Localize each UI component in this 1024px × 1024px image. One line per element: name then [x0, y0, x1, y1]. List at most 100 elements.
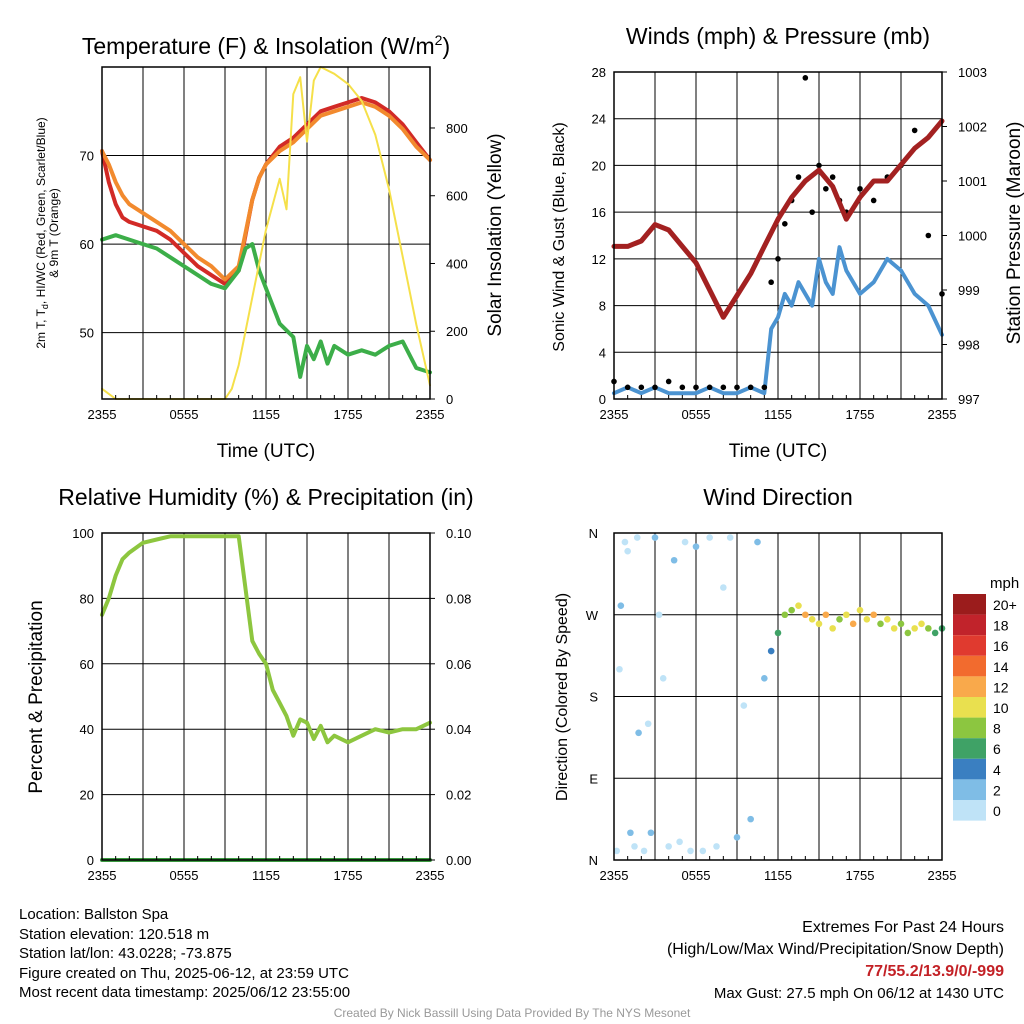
y2-tick-label: 0.06: [446, 657, 471, 672]
y-tick-label: 4: [599, 345, 606, 360]
direction-point: [733, 833, 741, 841]
direction-point: [931, 629, 939, 637]
direction-point: [720, 584, 727, 591]
legend-swatch: [953, 738, 986, 759]
humidity-ylabel-left: Percent & Precipitation: [26, 600, 47, 793]
direction-point: [925, 625, 932, 632]
gust-point: [823, 185, 829, 192]
extremes-box: Extremes For Past 24 Hours (High/Low/Max…: [667, 917, 1004, 1005]
direction-point: [631, 843, 638, 850]
temperature-ylabel-left-line2: & 9m T (Orange): [47, 188, 61, 278]
direction-point: [613, 847, 621, 855]
y2-tick-label: 0.10: [446, 526, 471, 541]
legend-swatch: [953, 676, 986, 697]
recent-timestamp: Most recent data timestamp: 2025/06/12 2…: [19, 984, 351, 1001]
station-location: Location: Ballston Spa: [19, 906, 169, 923]
winds-xlabel: Time (UTC): [729, 441, 828, 462]
y2-tick-label: 1001: [958, 174, 987, 189]
gust-point: [775, 256, 781, 262]
legend-swatch: [953, 635, 986, 656]
legend-label: 8: [993, 721, 1001, 737]
direction-point: [781, 611, 789, 619]
series-line-station-pressure: [611, 118, 945, 320]
direction-point: [802, 611, 809, 619]
x-tick-label: 1155: [764, 868, 792, 883]
legend-swatch: [953, 614, 986, 636]
legend-label: 0: [993, 803, 1001, 819]
y-tick-label: W: [586, 608, 599, 623]
gust-point: [925, 232, 932, 239]
y2-tick-label: 1000: [958, 229, 987, 244]
gust-point: [809, 209, 815, 215]
direction-point: [713, 843, 720, 850]
gust-point: [782, 221, 788, 227]
gust-point: [638, 384, 645, 391]
y-tick-label: 60: [80, 657, 94, 672]
humidity-ticks: 2355 0555 1155 1755 23550204060801000.000.02…: [72, 526, 471, 883]
y-tick-label: 50: [80, 326, 94, 341]
x-tick-label: 1755: [334, 407, 363, 422]
direction-point: [761, 675, 768, 682]
direction-point: [616, 665, 623, 673]
gust-point: [720, 384, 727, 391]
legend-label: 12: [993, 679, 1009, 695]
temperature-ylabel-right: Solar Insolation (Yellow): [485, 133, 506, 336]
direction-point: [788, 606, 795, 614]
extremes-subheading: (High/Low/Max Wind/Precipitation/Snow De…: [666, 941, 1004, 958]
direction-point: [681, 538, 689, 546]
gust-point: [665, 378, 672, 385]
temperature-ticks: 2355 0555 1155 1755 2355 50 60 70 0 200 400 600 800: [80, 121, 468, 422]
winds-ylabel-right: Station Pressure (Maroon): [1004, 122, 1024, 345]
direction-point: [897, 620, 905, 628]
gust-point: [734, 384, 740, 391]
direction-point: [774, 629, 782, 637]
winds-ticks: 2355 0555 1155 1755 235504812162024289979989…: [592, 65, 987, 422]
legend-label: 4: [993, 762, 1001, 778]
legend-label: 18: [993, 618, 1009, 634]
station-elevation: Station elevation: 120.518 m: [19, 925, 210, 943]
gust-point: [624, 384, 631, 391]
direction-point: [665, 843, 672, 850]
winds-series: [611, 75, 945, 396]
direction-point: [863, 615, 871, 623]
direction-grid: [614, 533, 942, 860]
direction-point: [659, 675, 667, 682]
x-tick-label: 0555: [682, 868, 711, 883]
humidity-panel: Relative Humidity (%) & Precipitation (i…: [26, 484, 474, 883]
extremes-heading: Extremes For Past 24 Hours: [802, 919, 1004, 936]
y-tick-label: 20: [80, 788, 94, 803]
y-tick-label: 60: [80, 237, 94, 252]
winds-ylabel-left: Sonic Wind & Gust (Blue, Black): [551, 122, 568, 351]
y-tick-label: E: [589, 771, 598, 786]
gust-point: [652, 384, 658, 391]
y2-tick-label: 400: [446, 256, 468, 271]
y-tick-label: 20: [592, 158, 606, 173]
direction-point: [877, 620, 884, 628]
legend-label: 10: [993, 700, 1009, 716]
x-tick-label: 0555: [682, 407, 711, 422]
direction-point: [624, 547, 631, 555]
gust-point: [802, 75, 809, 81]
gust-point: [911, 127, 918, 134]
gust-point: [761, 384, 768, 391]
direction-point: [890, 625, 898, 632]
direction-point: [726, 534, 734, 541]
x-tick-label: 1155: [764, 407, 792, 422]
y-tick-label: 16: [592, 205, 606, 220]
direction-point: [699, 847, 707, 855]
gust-point: [747, 384, 754, 391]
direction-point: [884, 615, 891, 623]
legend-swatch: [953, 594, 986, 615]
legend-label: 6: [993, 741, 1001, 757]
legend-label: 20+: [993, 597, 1017, 613]
direction-point: [647, 829, 655, 837]
direction-point: [747, 815, 754, 823]
x-tick-label: 2355: [600, 868, 629, 883]
x-tick-label: 2355: [600, 407, 629, 422]
direction-point: [911, 625, 918, 632]
winds-grid: [614, 72, 942, 399]
legend-label: 2: [993, 782, 1001, 798]
direction-point: [822, 611, 830, 619]
